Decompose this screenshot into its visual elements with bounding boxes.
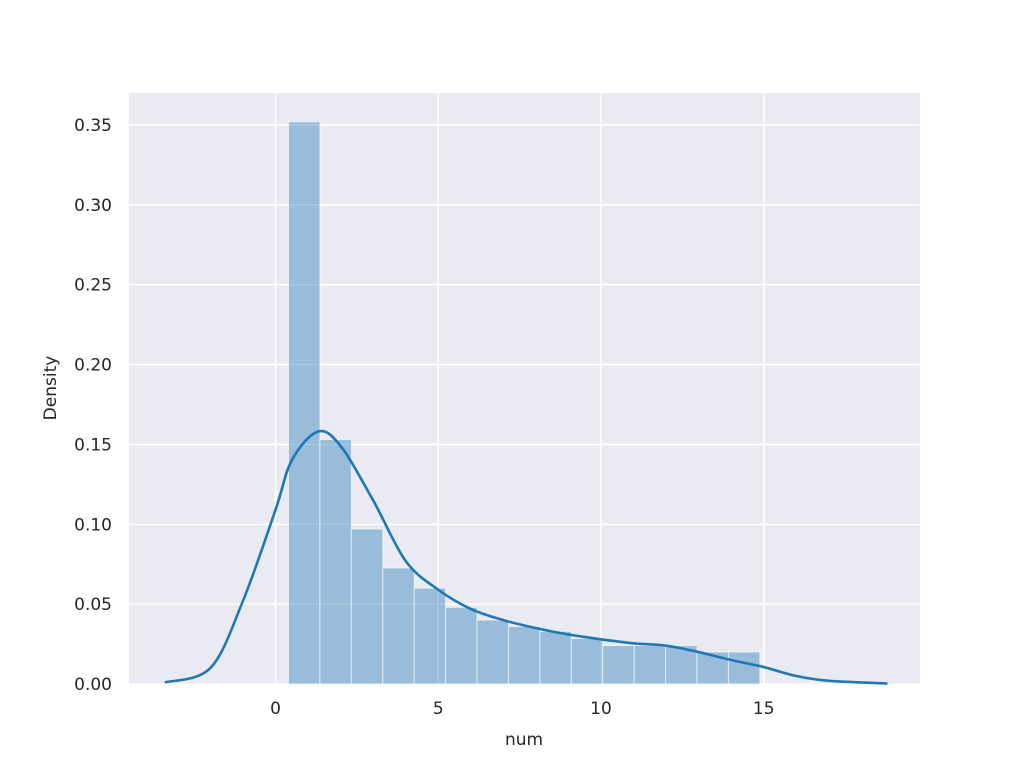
y-tick-label: 0.35 xyxy=(74,116,112,136)
histogram-bar xyxy=(476,619,509,685)
histogram-bar xyxy=(507,625,541,685)
y-tick-label: 0.30 xyxy=(74,196,112,216)
x-tick-label: 10 xyxy=(590,699,612,719)
y-tick-label: 0.15 xyxy=(74,435,112,455)
histogram-bar xyxy=(727,651,761,685)
histogram-bar xyxy=(382,567,415,685)
x-tick-label: 15 xyxy=(753,699,775,719)
histogram-bar xyxy=(570,637,604,685)
histogram-bar xyxy=(539,630,572,685)
y-tick-label: 0.05 xyxy=(74,595,112,615)
histogram-bar xyxy=(350,528,384,685)
plot-background xyxy=(129,93,920,684)
histogram-bar xyxy=(445,606,478,685)
histogram-bar xyxy=(413,587,447,685)
y-tick-label: 0.20 xyxy=(74,356,112,376)
histogram-bar xyxy=(633,645,667,685)
y-tick-label: 0.25 xyxy=(74,276,112,296)
x-tick-label: 5 xyxy=(433,699,444,719)
histogram-bar xyxy=(602,645,635,685)
y-tick-label: 0.00 xyxy=(74,675,112,695)
histogram-bar xyxy=(665,645,698,685)
kde-line xyxy=(164,429,888,685)
x-tick-labels: 0 5 10 15 xyxy=(270,699,775,719)
x-axis-label: num xyxy=(505,730,543,750)
y-tick-labels: 0.00 0.05 0.10 0.15 0.20 0.25 0.30 0.35 xyxy=(74,116,112,695)
x-tick-label: 0 xyxy=(270,699,281,719)
y-tick-label: 0.10 xyxy=(74,515,112,535)
histogram-bars xyxy=(288,121,761,685)
histogram-bar xyxy=(288,121,321,685)
histogram-bar xyxy=(319,439,352,685)
histogram-bar xyxy=(696,651,729,685)
y-axis-label: Density xyxy=(41,356,61,421)
